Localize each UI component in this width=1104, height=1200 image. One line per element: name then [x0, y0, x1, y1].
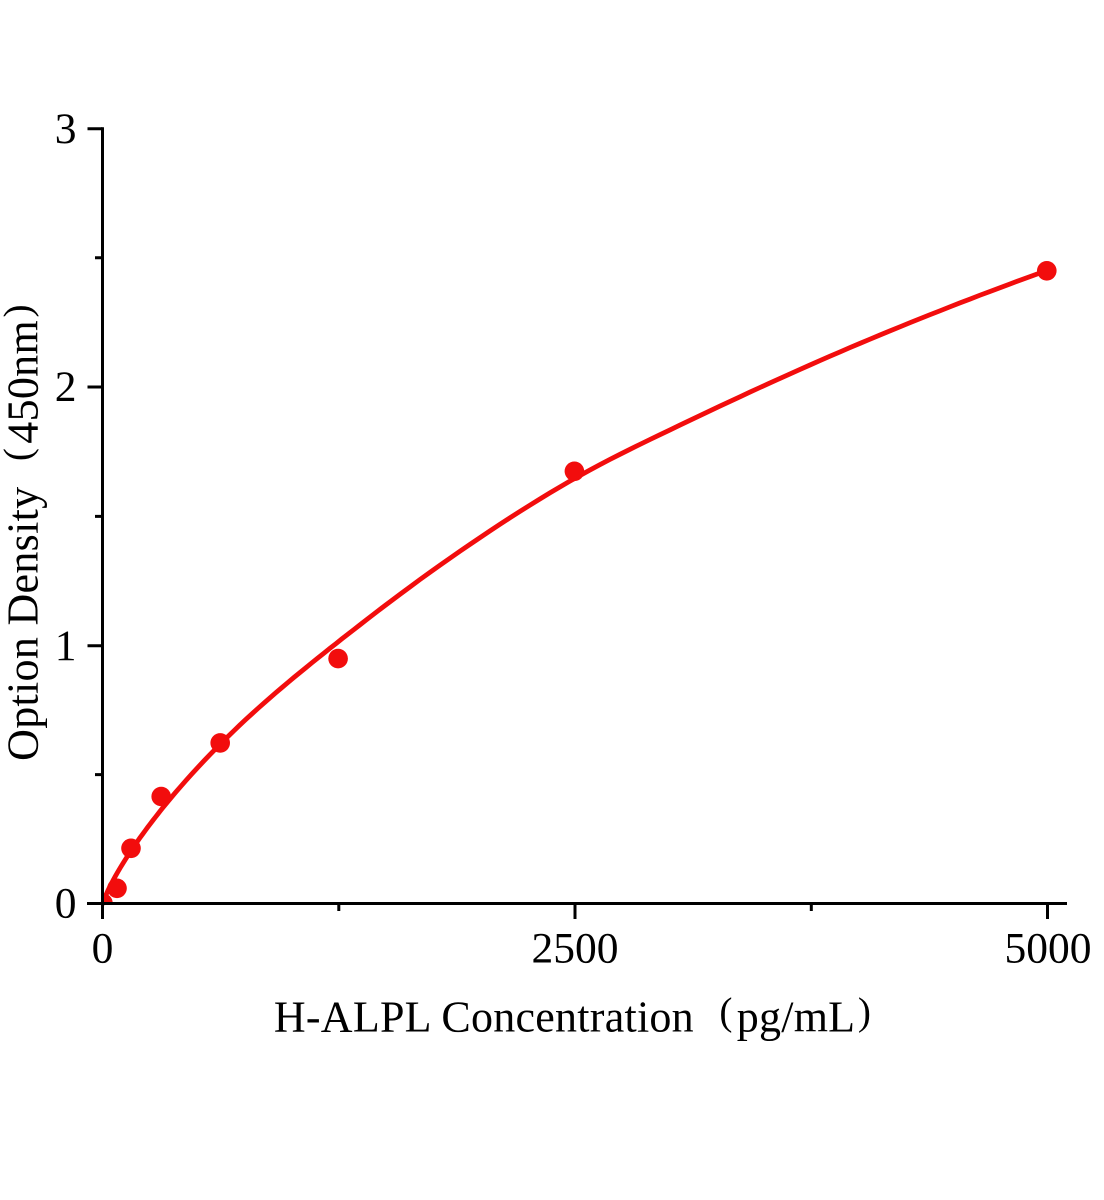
svg-text:5000: 5000: [1005, 925, 1092, 973]
svg-text:0: 0: [92, 925, 114, 973]
svg-text:Option Density(450nm): Option Density(450nm): [0, 304, 48, 761]
svg-text:0: 0: [55, 880, 77, 928]
svg-text:H-ALPL Concentration(pg/mL): H-ALPL Concentration (pg/mL): [274, 991, 871, 1042]
svg-text:2: 2: [55, 363, 77, 411]
svg-text:2500: 2500: [532, 925, 619, 973]
svg-text:1: 1: [55, 622, 77, 670]
svg-text:3: 3: [55, 105, 77, 153]
